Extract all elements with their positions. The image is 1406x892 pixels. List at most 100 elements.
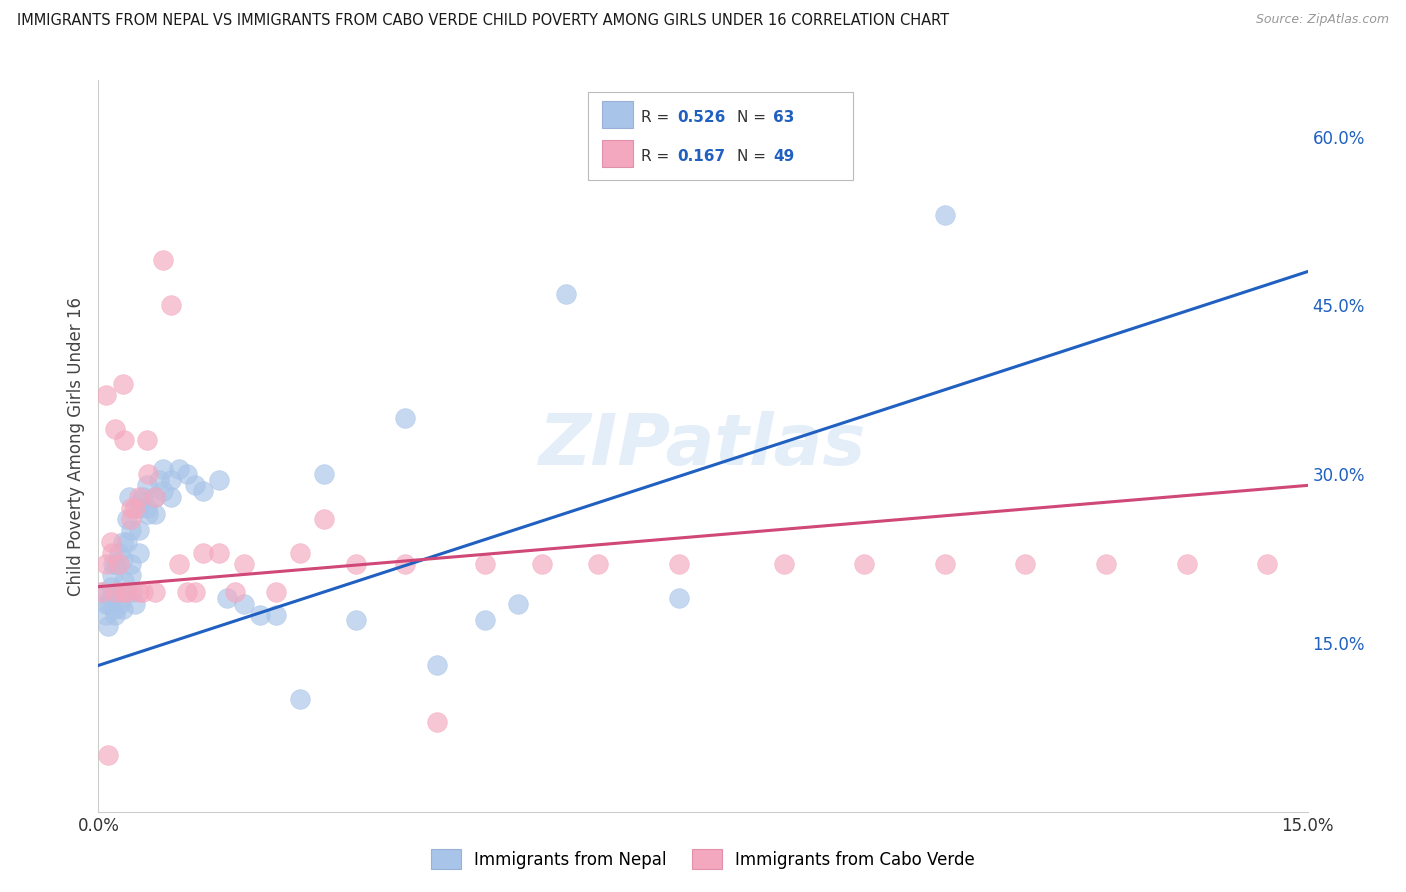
Point	[128, 500, 150, 515]
Point	[120, 524, 142, 538]
Point	[143, 490, 166, 504]
Point	[112, 574, 135, 588]
Point	[96, 557, 118, 571]
Point	[167, 557, 190, 571]
Point	[111, 585, 134, 599]
Point	[138, 507, 160, 521]
Point	[193, 483, 215, 498]
Point	[115, 534, 138, 549]
Point	[772, 557, 794, 571]
Point	[184, 585, 207, 599]
Text: N =: N =	[737, 149, 770, 164]
Point	[96, 597, 118, 611]
Text: R =: R =	[641, 149, 675, 164]
Point	[1095, 557, 1118, 571]
Point	[103, 422, 125, 436]
Point	[288, 546, 311, 560]
Point	[160, 490, 183, 504]
Point	[100, 580, 122, 594]
Point	[111, 602, 134, 616]
Point	[96, 388, 118, 402]
Point	[264, 585, 287, 599]
Point	[105, 557, 128, 571]
Point	[128, 490, 150, 504]
Point	[97, 619, 120, 633]
Point	[152, 253, 174, 268]
Point	[426, 658, 449, 673]
Text: ZIPatlas: ZIPatlas	[540, 411, 866, 481]
Point	[152, 461, 174, 475]
Point	[217, 591, 239, 605]
Point	[555, 287, 578, 301]
Point	[100, 534, 122, 549]
Point	[103, 585, 125, 599]
Point	[184, 478, 207, 492]
Point	[120, 500, 142, 515]
Point	[138, 467, 160, 482]
Point	[394, 557, 416, 571]
Point	[152, 483, 174, 498]
Text: 63: 63	[773, 110, 794, 125]
Point	[97, 597, 120, 611]
Point	[1014, 557, 1036, 571]
Point	[97, 748, 120, 763]
Point	[107, 546, 129, 560]
Y-axis label: Child Poverty Among Girls Under 16: Child Poverty Among Girls Under 16	[66, 296, 84, 596]
Point	[111, 585, 134, 599]
Point	[103, 585, 125, 599]
Point	[934, 557, 956, 571]
Point	[101, 568, 124, 582]
Point	[394, 410, 416, 425]
Text: R =: R =	[641, 110, 675, 125]
Point	[668, 557, 690, 571]
Point	[426, 714, 449, 729]
Point	[934, 208, 956, 222]
Point	[143, 490, 166, 504]
Point	[115, 512, 138, 526]
Point	[91, 585, 114, 599]
Text: 49: 49	[773, 149, 794, 164]
Point	[506, 597, 529, 611]
Point	[135, 478, 157, 492]
Point	[1175, 557, 1198, 571]
Point	[586, 557, 609, 571]
Point	[474, 614, 496, 628]
Point	[132, 585, 155, 599]
Point	[167, 461, 190, 475]
Point	[344, 557, 367, 571]
Point	[124, 500, 146, 515]
Point	[530, 557, 553, 571]
Point	[111, 551, 134, 566]
Point	[314, 512, 336, 526]
Point	[101, 546, 124, 560]
Point	[107, 585, 129, 599]
Point	[103, 607, 125, 622]
Point	[112, 434, 135, 448]
Text: N =: N =	[737, 110, 770, 125]
Point	[111, 377, 134, 392]
Point	[121, 585, 143, 599]
Point	[232, 557, 254, 571]
Point	[101, 557, 124, 571]
Point	[148, 473, 170, 487]
Point	[120, 557, 142, 571]
Point	[128, 585, 150, 599]
Point	[193, 546, 215, 560]
Point	[135, 434, 157, 448]
Text: 0.526: 0.526	[678, 110, 725, 125]
Point	[474, 557, 496, 571]
Point	[103, 602, 125, 616]
Point	[668, 591, 690, 605]
Point	[224, 585, 246, 599]
Point	[344, 614, 367, 628]
Point	[143, 585, 166, 599]
Point	[124, 597, 146, 611]
Point	[120, 568, 142, 582]
Point	[100, 591, 122, 605]
Point	[176, 467, 198, 482]
Point	[208, 546, 231, 560]
Point	[128, 546, 150, 560]
Point	[107, 557, 129, 571]
Point	[232, 597, 254, 611]
Point	[115, 585, 138, 599]
